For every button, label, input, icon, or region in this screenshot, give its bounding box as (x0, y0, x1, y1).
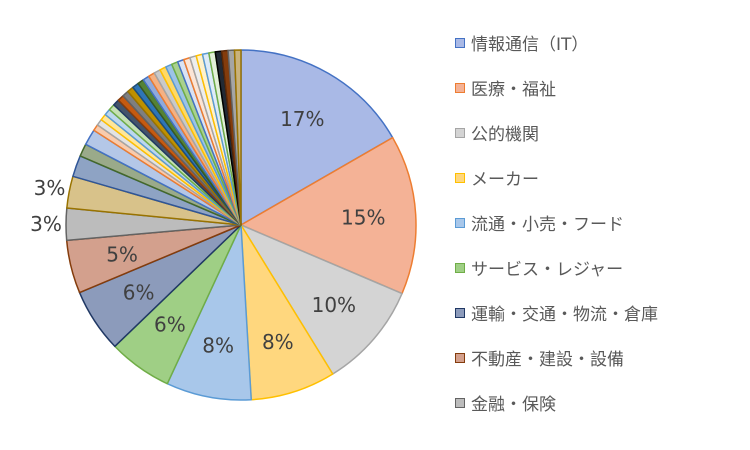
legend-label-5: 流通・小売・フード (471, 215, 624, 235)
legend-swatch-8 (455, 352, 465, 363)
pie-slice-2 (240, 136, 417, 295)
legend-item-1: 情報通信（IT） (455, 20, 745, 65)
legend-swatch-6 (455, 262, 465, 273)
chart-legend: 情報通信（IT） 医療・福祉公的機関メーカー流通・小売・フード サービス・レジャー運… (455, 20, 745, 425)
legend-label-2: 医療・福祉 (471, 80, 556, 100)
legend-label-8: 不動産・建設・設備 (471, 350, 624, 370)
legend-label-1: 情報通信（IT） (471, 35, 589, 55)
legend-label-3: 公的機関 (471, 125, 539, 145)
legend-swatch-1 (455, 37, 465, 48)
legend-item-2: 医療・福祉 (455, 65, 745, 110)
data-label-4: 8% (262, 330, 294, 354)
data-label-1: 17% (280, 107, 324, 131)
legend-item-6: サービス・レジャー (455, 245, 745, 290)
data-label-5: 8% (202, 333, 234, 357)
data-label-6: 6% (154, 313, 186, 337)
legend-label-9: 金融・保険 (471, 395, 556, 415)
legend-label-4: メーカー (471, 170, 539, 190)
legend-item-4: メーカー (455, 155, 745, 200)
legend-item-9: 金融・保険 (455, 380, 745, 425)
data-label-3: 10% (312, 293, 356, 317)
data-label-7: 6% (123, 280, 155, 304)
pie-slice-3 (240, 224, 403, 375)
legend-item-8: 不動産・建設・設備 (455, 335, 745, 380)
data-label-8: 5% (106, 242, 138, 266)
data-label-2: 15% (341, 206, 385, 230)
legend-item-7: 運輸・交通・物流・倉庫 (455, 290, 745, 335)
data-label-9: 3% (30, 212, 62, 236)
legend-item-5: 流通・小売・フード (455, 200, 745, 245)
legend-swatch-4 (455, 172, 465, 183)
legend-swatch-5 (455, 217, 465, 228)
pie-slice-40 (233, 49, 242, 226)
legend-label-6: サービス・レジャー (471, 260, 624, 280)
legend-label-7: 運輸・交通・物流・倉庫 (471, 305, 658, 325)
legend-item-3: 公的機関 (455, 110, 745, 155)
legend-swatch-3 (455, 127, 465, 138)
legend-swatch-9 (455, 397, 465, 408)
legend-swatch-2 (455, 82, 465, 93)
pie-slice-1 (240, 49, 394, 226)
data-label-10: 3% (34, 176, 66, 200)
legend-swatch-7 (455, 307, 465, 318)
